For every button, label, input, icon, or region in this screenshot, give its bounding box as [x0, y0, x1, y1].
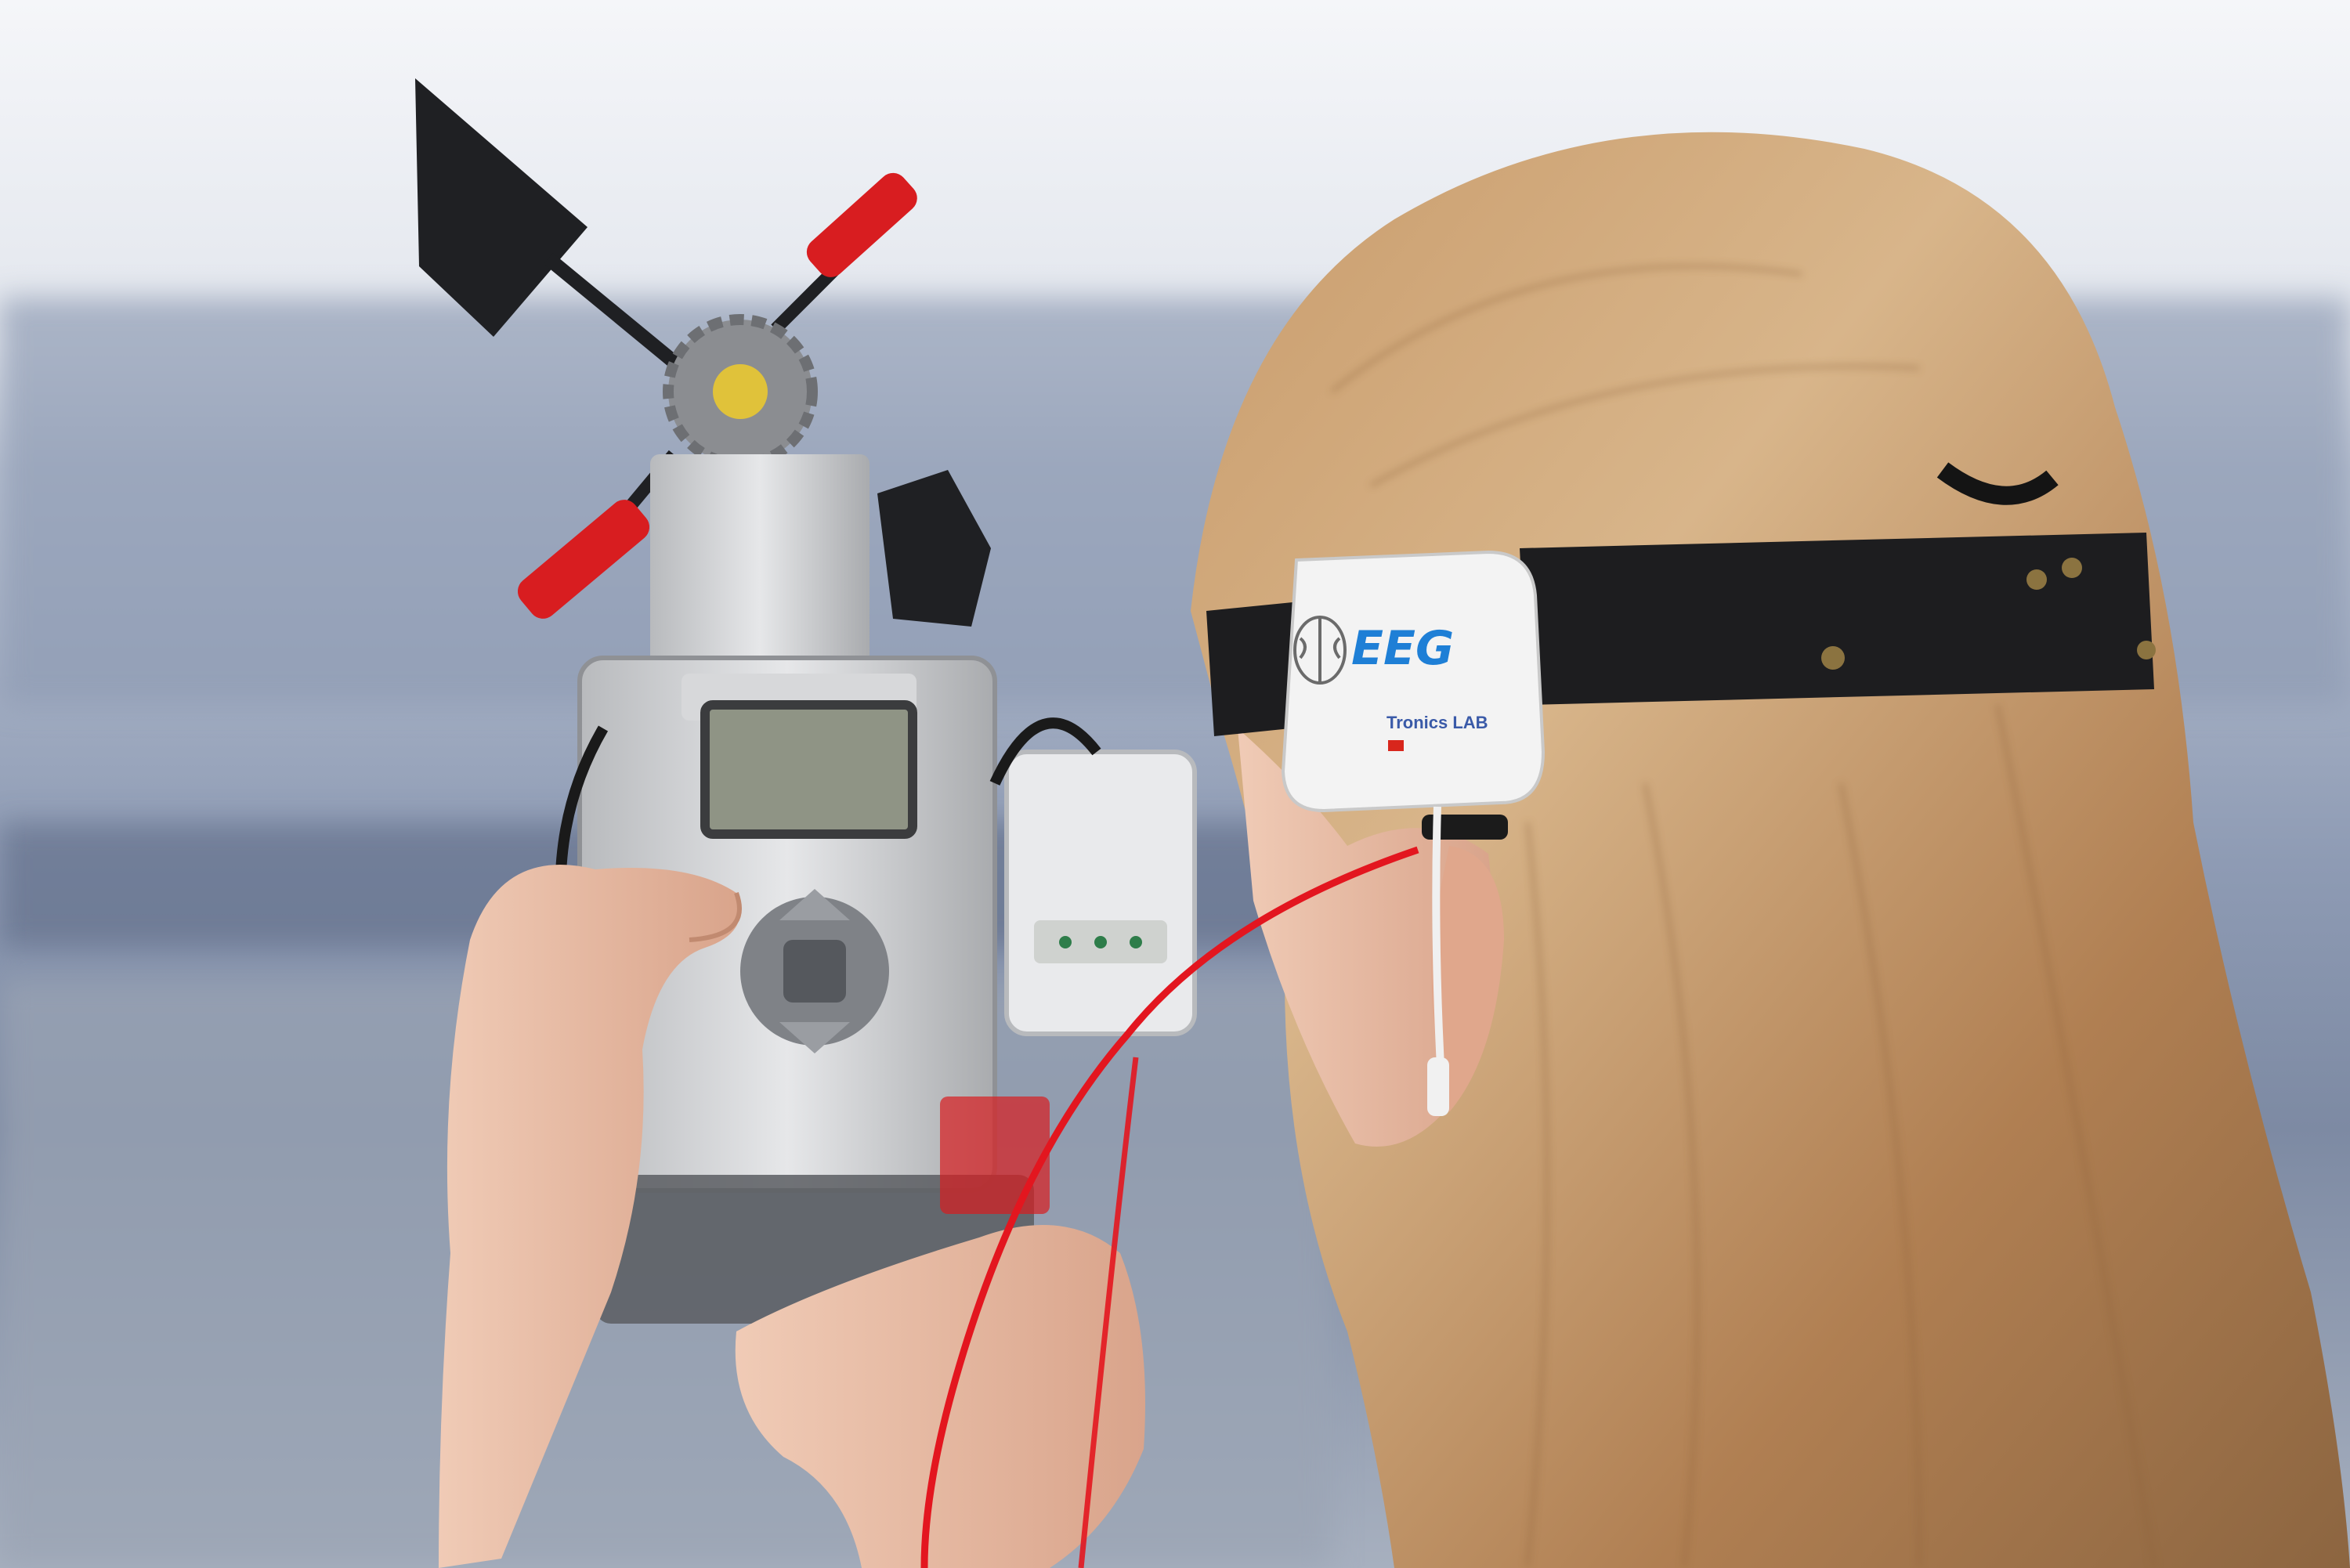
snap-button [2062, 558, 2082, 578]
snap-button [2137, 641, 2156, 659]
jack-plug [1422, 815, 1508, 840]
earclip-wire [1432, 806, 1445, 1082]
red-cable [920, 846, 1419, 1568]
ev3-screen [700, 700, 917, 839]
ear [1431, 846, 1504, 1112]
hair [1191, 132, 2350, 1568]
eeg-device: EEG Tronics LAB [920, 550, 1546, 1568]
hands [439, 865, 1145, 1568]
person [1191, 132, 2350, 1568]
left-hand [439, 865, 740, 1568]
snap-button [2026, 569, 2047, 590]
eeg-label: EEG [1351, 621, 1454, 676]
red-arm-top [806, 172, 917, 277]
black-fan-blade [415, 78, 588, 337]
earclip [1427, 1057, 1449, 1116]
brand-logo-mark [1388, 740, 1404, 751]
snap-button [1821, 646, 1845, 670]
brain-icon [1293, 616, 1347, 685]
hair-tie [1936, 462, 2059, 505]
brand-label: Tronics LAB [1386, 713, 1488, 732]
red-arm-bottom [517, 500, 650, 619]
right-hand [735, 1225, 1145, 1568]
